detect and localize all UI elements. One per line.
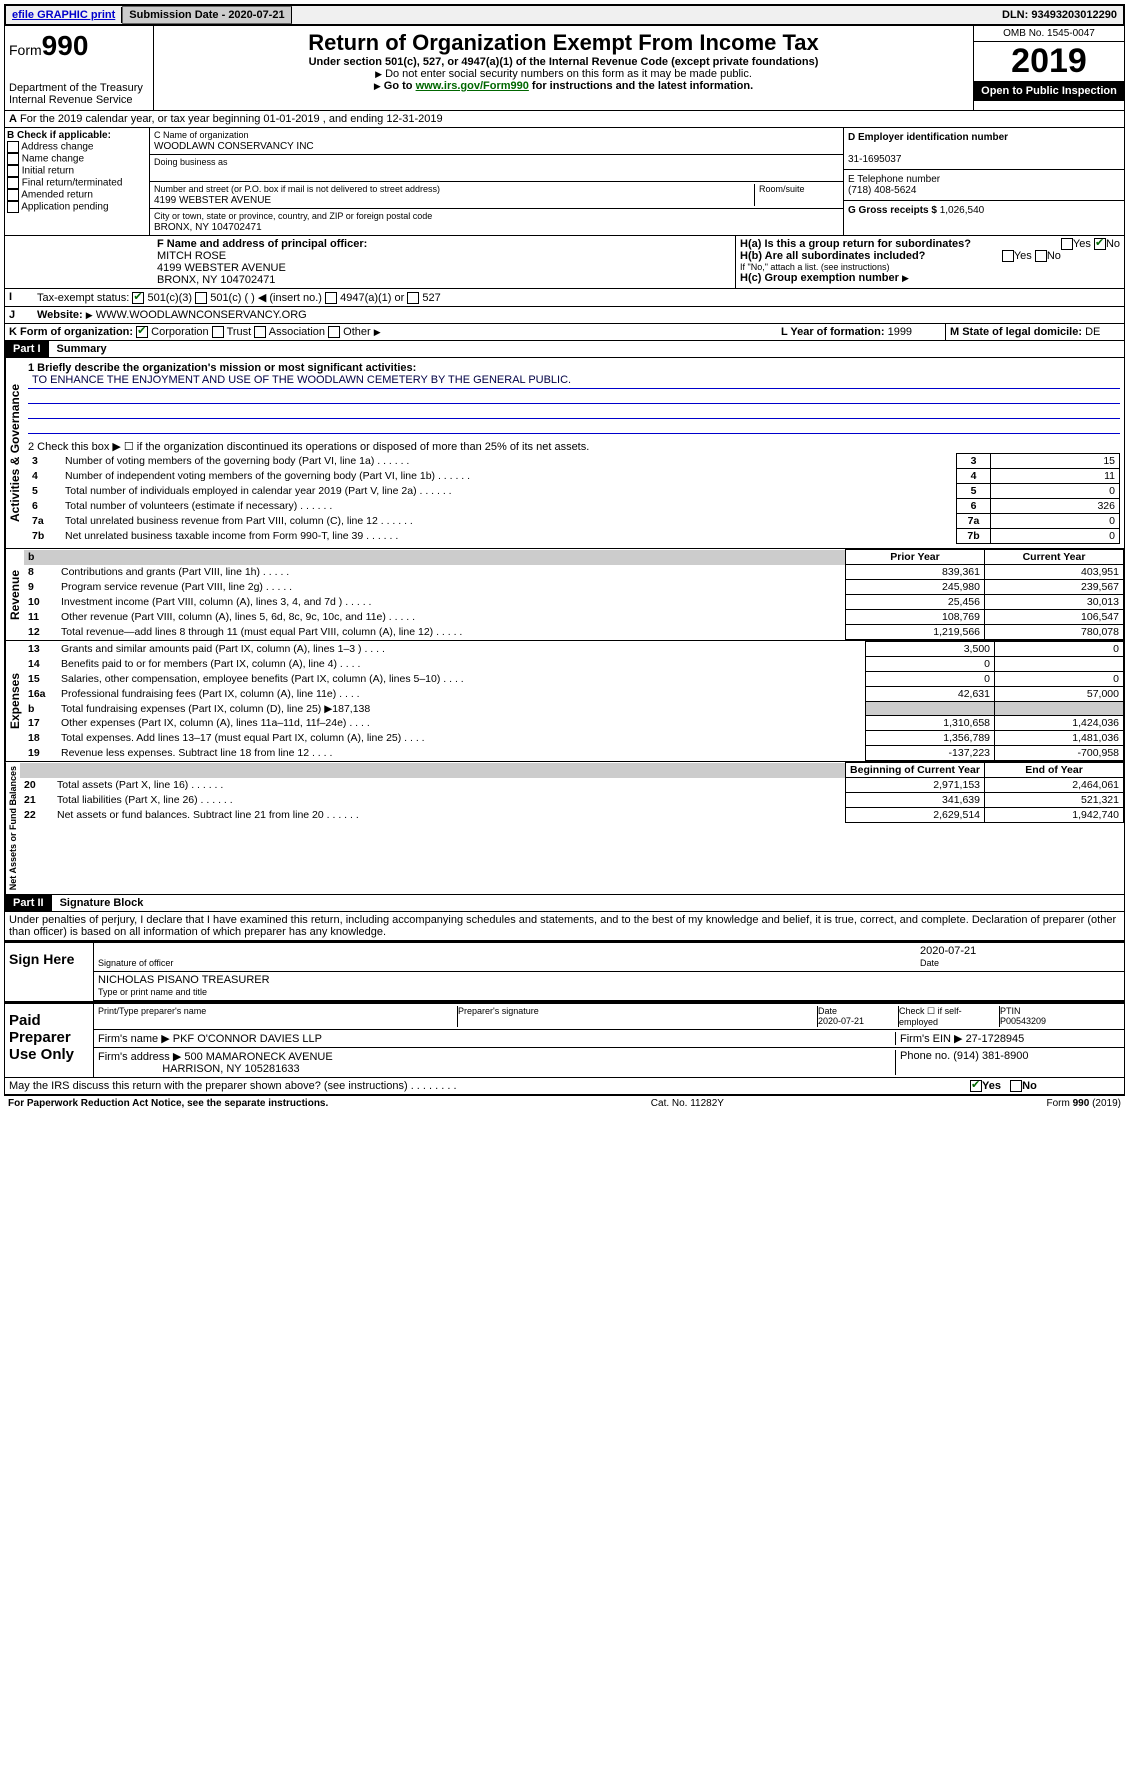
tax-exempt-status: Tax-exempt status: 501(c)(3) 501(c) ( ) … <box>33 289 1124 306</box>
rev-prior-12: 1,219,566 <box>846 625 985 640</box>
form-of-org: K Form of organization: Corporation Trus… <box>5 324 777 340</box>
gross-receipts: 1,026,540 <box>940 205 985 216</box>
omb-number: OMB No. 1545-0047 <box>974 26 1124 42</box>
ptin: P00543209 <box>1000 1016 1046 1026</box>
checkbox-final-return/terminated[interactable]: Final return/terminated <box>7 177 147 189</box>
sidebar-expenses: Expenses <box>5 641 24 761</box>
firm-phone: (914) 381-8900 <box>953 1050 1028 1062</box>
checkbox-application-pending[interactable]: Application pending <box>7 201 147 213</box>
exp-current-13: 0 <box>995 642 1124 657</box>
submission-date-btn[interactable]: Submission Date - 2020-07-21 <box>122 6 291 24</box>
exp-current-16a: 57,000 <box>995 687 1124 702</box>
exp-current-18: 1,481,036 <box>995 731 1124 746</box>
gov-value-6: 326 <box>991 499 1120 514</box>
perjury-text: Under penalties of perjury, I declare th… <box>4 912 1125 941</box>
exp-prior-14: 0 <box>866 657 995 672</box>
officer-sig-name: NICHOLAS PISANO TREASURER <box>98 974 270 986</box>
part-ii-header: Part II <box>5 895 52 911</box>
gov-value-7a: 0 <box>991 514 1120 529</box>
bal-begin-22: 2,629,514 <box>846 808 985 823</box>
form-title: Return of Organization Exempt From Incom… <box>158 30 969 56</box>
rev-prior-8: 839,361 <box>846 565 985 580</box>
page-footer: For Paperwork Reduction Act Notice, see … <box>4 1095 1125 1111</box>
discuss-question: May the IRS discuss this return with the… <box>5 1078 966 1094</box>
paid-preparer-block: Paid Preparer Use Only Print/Type prepar… <box>4 1002 1125 1078</box>
mission-text: TO ENHANCE THE ENJOYMENT AND USE OF THE … <box>28 374 1120 389</box>
exp-prior-17: 1,310,658 <box>866 716 995 731</box>
dept-label: Department of the Treasury <box>9 82 149 94</box>
exp-prior-19: -137,223 <box>866 746 995 761</box>
rev-prior-9: 245,980 <box>846 580 985 595</box>
rev-current-10: 30,013 <box>985 595 1124 610</box>
line-a: A For the 2019 calendar year, or tax yea… <box>4 111 1125 128</box>
section-fh: F Name and address of principal officer:… <box>4 236 1125 289</box>
year-formation: 1999 <box>888 326 912 338</box>
efile-label[interactable]: efile GRAPHIC print <box>6 7 122 23</box>
rev-current-9: 239,567 <box>985 580 1124 595</box>
exp-current-14 <box>995 657 1124 672</box>
open-public-badge: Open to Public Inspection <box>974 81 1124 101</box>
phone: (718) 408-5624 <box>848 185 916 196</box>
form-header: Form990 Department of the Treasury Inter… <box>4 26 1125 111</box>
dln-label: DLN: 93493203012290 <box>996 7 1123 23</box>
form-990-label: Form990 <box>9 30 149 62</box>
exp-current-19: -700,958 <box>995 746 1124 761</box>
sidebar-governance: Activities & Governance <box>5 358 24 548</box>
officer-name: MITCH ROSE <box>157 250 226 262</box>
sidebar-revenue: Revenue <box>5 549 24 640</box>
form990-link[interactable]: www.irs.gov/Form990 <box>416 80 529 92</box>
org-city: BRONX, NY 104702471 <box>154 222 262 233</box>
subtitle-3: Go to www.irs.gov/Form990 for instructio… <box>158 80 969 92</box>
exp-current-17: 1,424,036 <box>995 716 1124 731</box>
state-domicile: DE <box>1085 326 1100 338</box>
bal-begin-20: 2,971,153 <box>846 778 985 793</box>
sign-here-block: Sign Here Signature of officer 2020-07-2… <box>4 941 1125 1002</box>
gov-value-5: 0 <box>991 484 1120 499</box>
rev-prior-10: 25,456 <box>846 595 985 610</box>
checkbox-name-change[interactable]: Name change <box>7 153 147 165</box>
irs-label: Internal Revenue Service <box>9 94 149 106</box>
col-b-checkboxes: B Check if applicable: Address change Na… <box>5 128 150 235</box>
firm-ein: 27-1728945 <box>966 1033 1025 1045</box>
subtitle-1: Under section 501(c), 527, or 4947(a)(1)… <box>158 56 969 68</box>
bal-end-21: 521,321 <box>985 793 1124 808</box>
rev-current-8: 403,951 <box>985 565 1124 580</box>
org-address: 4199 WEBSTER AVENUE <box>154 195 271 206</box>
sidebar-net-assets: Net Assets or Fund Balances <box>5 762 20 894</box>
section-bcd: B Check if applicable: Address change Na… <box>4 128 1125 236</box>
subtitle-2: Do not enter social security numbers on … <box>158 68 969 80</box>
checkbox-amended-return[interactable]: Amended return <box>7 189 147 201</box>
tax-year: 2019 <box>974 42 1124 81</box>
top-bar: efile GRAPHIC print Submission Date - 20… <box>4 4 1125 26</box>
exp-prior-13: 3,500 <box>866 642 995 657</box>
firm-name: PKF O'CONNOR DAVIES LLP <box>173 1033 322 1045</box>
part-i-header: Part I <box>5 341 49 357</box>
rev-current-11: 106,547 <box>985 610 1124 625</box>
exp-current-15: 0 <box>995 672 1124 687</box>
bal-end-20: 2,464,061 <box>985 778 1124 793</box>
exp-prior-18: 1,356,789 <box>866 731 995 746</box>
checkbox-address-change[interactable]: Address change <box>7 141 147 153</box>
rev-prior-11: 108,769 <box>846 610 985 625</box>
bal-end-22: 1,942,740 <box>985 808 1124 823</box>
org-name: WOODLAWN CONSERVANCY INC <box>154 141 314 152</box>
checkbox-initial-return[interactable]: Initial return <box>7 165 147 177</box>
ein: 31-1695037 <box>848 154 901 165</box>
gov-value-7b: 0 <box>991 529 1120 544</box>
gov-value-3: 15 <box>991 454 1120 469</box>
website[interactable]: WWW.WOODLAWNCONSERVANCY.ORG <box>96 309 307 321</box>
rev-current-12: 780,078 <box>985 625 1124 640</box>
exp-prior-15: 0 <box>866 672 995 687</box>
bal-begin-21: 341,639 <box>846 793 985 808</box>
gov-value-4: 11 <box>991 469 1120 484</box>
exp-prior-16a: 42,631 <box>866 687 995 702</box>
